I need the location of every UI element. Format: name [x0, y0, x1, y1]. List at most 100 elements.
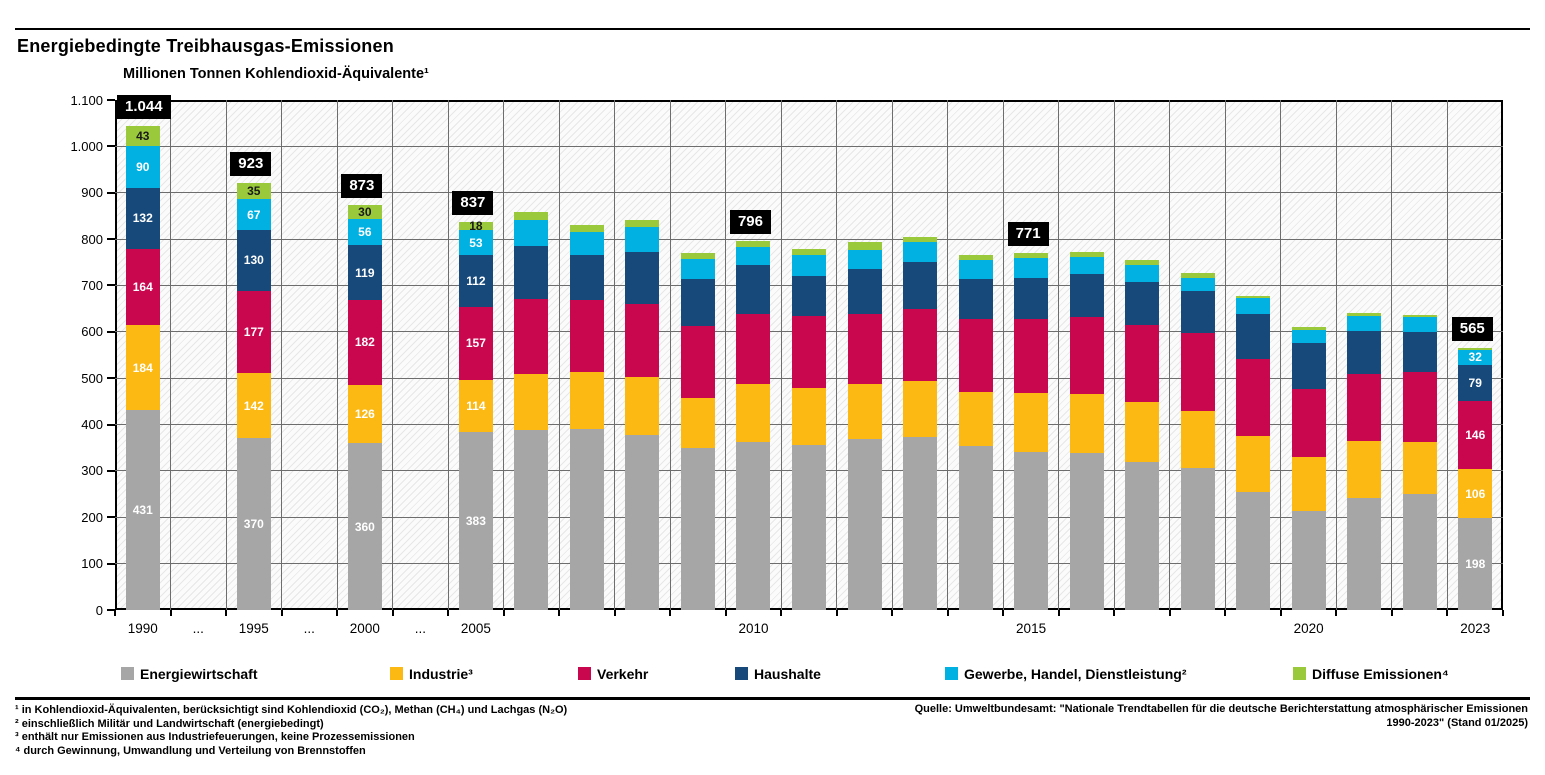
bar-segment-verkehr-1995 — [236, 290, 271, 373]
y-axis-label: 400 — [81, 417, 103, 433]
bar-segment-diffuse-emissionen-2006 — [514, 212, 549, 221]
bar-segment-verkehr-1990 — [125, 248, 160, 325]
bar-segment-energiewirtschaft-1990 — [125, 410, 160, 610]
bar-segment-diffuse-emissionen-1995 — [236, 182, 271, 200]
gridline-v — [780, 100, 782, 610]
bar-segment-verkehr-2011 — [792, 315, 826, 389]
bar-segment-value: 119 — [355, 265, 375, 280]
x-axis-label: 2010 — [738, 621, 769, 636]
bar-segment-value: 177 — [243, 324, 264, 339]
bar-segment-gewerbe-handel-dienstleistung-2010 — [736, 246, 771, 266]
bar-total-label-2015: 771 — [1007, 221, 1049, 246]
bar-segment-haushalte-2015 — [1014, 278, 1049, 319]
bar-segment-value: 198 — [1465, 557, 1486, 572]
bar-segment-gewerbe-handel-dienstleistung-2014 — [958, 259, 993, 279]
bar-segment-value: 383 — [465, 514, 486, 529]
bar-segment-value: 32 — [1468, 350, 1482, 365]
bar-segment-diffuse-emissionen-2015 — [1014, 252, 1049, 258]
bar-segment-diffuse-emissionen-2017 — [1125, 260, 1160, 266]
gridline-v — [669, 100, 671, 610]
x-axis-tick — [1002, 610, 1005, 616]
bar-segment-diffuse-emissionen-2000 — [347, 205, 382, 220]
bar-segment-value: 90 — [136, 159, 150, 174]
footnote-3: ³ enthält nur Emissionen aus Industriefe… — [15, 731, 415, 743]
bar-segment-diffuse-emissionen-2010 — [736, 240, 771, 247]
bar-segment-industrie-2009 — [680, 398, 715, 449]
bar-segment-gewerbe-handel-dienstleistung-2009 — [680, 259, 715, 279]
bar-segment-industrie-1995 — [236, 372, 271, 439]
bar-segment-diffuse-emissionen-2008 — [625, 219, 660, 227]
bar-segment-value: 18 — [469, 219, 483, 234]
x-axis-label: ... — [192, 621, 204, 636]
bar-segment-haushalte-2011 — [792, 275, 826, 316]
x-axis-tick — [1057, 610, 1060, 616]
legend-swatch-diffuse-emissionen — [1293, 667, 1306, 680]
bar-segment-gewerbe-handel-dienstleistung-2020 — [1291, 330, 1326, 344]
gridline-v — [336, 100, 338, 610]
footnote-1: ¹ in Kohlendioxid-Äquivalenten, berücksi… — [15, 704, 568, 716]
bar-segment-diffuse-emissionen-2021 — [1347, 312, 1382, 316]
bar-segment-energiewirtschaft-2018 — [1180, 468, 1215, 610]
x-axis-tick — [558, 610, 561, 616]
legend-swatch-verkehr — [578, 667, 591, 680]
bar-segment-gewerbe-handel-dienstleistung-2023 — [1458, 349, 1493, 365]
bar-segment-diffuse-emissionen-2011 — [792, 248, 826, 255]
bar-segment-haushalte-2012 — [847, 268, 882, 314]
bar-segment-energiewirtschaft-2011 — [792, 445, 826, 610]
bar-segment-industrie-2011 — [792, 388, 826, 446]
y-axis-label: 900 — [81, 185, 103, 201]
source-attribution: Quelle: Umweltbundesamt: "Nationale Tren… — [915, 702, 1528, 730]
x-axis-label: ... — [414, 621, 426, 636]
bar-segment-haushalte-2010 — [736, 265, 771, 314]
legend-label-diffuse-emissionen: Diffuse Emissionen⁴ — [1312, 666, 1449, 682]
legend-label-industrie: Industrie³ — [409, 666, 473, 682]
bar-segment-haushalte-2008 — [625, 252, 660, 304]
bar-segment-energiewirtschaft-2021 — [1347, 498, 1382, 610]
bar-total-label-2000: 873 — [341, 174, 383, 199]
bar-segment-energiewirtschaft-2022 — [1402, 494, 1437, 610]
bar-segment-verkehr-2006 — [514, 299, 549, 375]
y-axis-tick — [107, 191, 115, 194]
bar-segment-gewerbe-handel-dienstleistung-2005 — [458, 230, 493, 255]
gridline-v — [558, 100, 560, 610]
gridline-v — [503, 100, 505, 610]
x-axis-tick — [114, 610, 116, 616]
y-axis-tick — [107, 469, 115, 472]
footnote-2: ² einschließlich Militär und Landwirtsch… — [15, 717, 324, 730]
bar-segment-gewerbe-handel-dienstleistung-1990 — [125, 145, 160, 188]
bar-segment-energiewirtschaft-2012 — [847, 439, 882, 610]
bar-segment-gewerbe-handel-dienstleistung-2007 — [569, 231, 604, 255]
bar-segment-industrie-2008 — [625, 377, 660, 435]
bar-segment-diffuse-emissionen-2019 — [1236, 295, 1271, 299]
bar-segment-gewerbe-handel-dienstleistung-2018 — [1180, 277, 1215, 291]
gridline-v — [392, 100, 394, 610]
bar-segment-gewerbe-handel-dienstleistung-2008 — [625, 226, 660, 253]
bar-segment-haushalte-1995 — [236, 230, 271, 291]
y-axis-tick — [107, 284, 115, 287]
source-line-2: 1990-2023" (Stand 01/2025) — [1386, 717, 1528, 729]
x-axis-tick — [724, 610, 727, 616]
bar-segment-industrie-2010 — [736, 384, 771, 443]
bar-segment-value: 164 — [132, 279, 153, 294]
bar-segment-verkehr-2016 — [1069, 316, 1104, 394]
source-line-1: Quelle: Umweltbundesamt: "Nationale Tren… — [914, 703, 1528, 715]
x-axis-tick — [1168, 610, 1171, 616]
bar-total-label-2005: 837 — [452, 190, 494, 215]
bar-segment-haushalte-2021 — [1347, 330, 1382, 374]
gridline-v — [725, 100, 727, 610]
legend-label-haushalte: Haushalte — [754, 666, 821, 682]
gridline-h — [115, 238, 1503, 240]
x-axis-label: 1990 — [127, 621, 158, 636]
bar-segment-verkehr-2022 — [1402, 372, 1437, 442]
y-axis-label: 300 — [81, 463, 103, 479]
gridline-v — [947, 100, 949, 610]
x-axis-label: ... — [303, 621, 315, 636]
gridline-v — [1280, 100, 1282, 610]
bar-segment-industrie-2016 — [1069, 393, 1104, 454]
legend-label-gewerbe-handel-dienstleistung: Gewerbe, Handel, Dienstleistung² — [964, 666, 1187, 682]
bar-segment-diffuse-emissionen-2023 — [1458, 348, 1493, 350]
gridline-v — [1002, 100, 1004, 610]
bar-segment-energiewirtschaft-2015 — [1014, 452, 1049, 610]
bar-segment-value: 43 — [136, 128, 150, 143]
bar-segment-industrie-2022 — [1402, 441, 1437, 495]
